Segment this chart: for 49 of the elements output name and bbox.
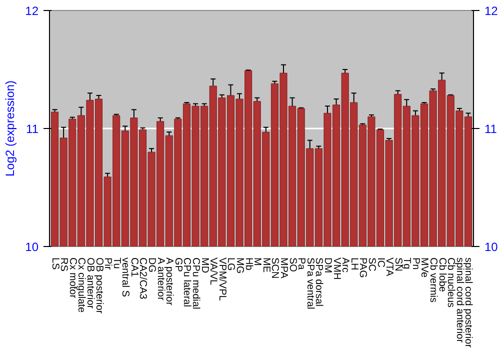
x-tick-label: RS: [58, 258, 70, 272]
x-tick-label: MD: [198, 258, 210, 274]
x-tick-label: VMH: [330, 258, 342, 280]
x-tick-label: Arc: [340, 258, 351, 272]
x-tick-label: CA1: [128, 258, 140, 278]
y2-tick-label: 11: [484, 122, 498, 136]
y2-tick-label: 10: [484, 240, 498, 254]
x-tick-label: DG: [146, 258, 158, 273]
x-tick-label: ME: [260, 258, 272, 273]
y-axis-title: Log2 (expression): [3, 80, 18, 177]
x-tick-label: VA/VL: [208, 258, 219, 286]
x-tick-label: SCN: [269, 258, 280, 279]
x-tick-label: CPu lateral: [181, 258, 192, 307]
x-tick-label: Pa: [296, 258, 307, 270]
x-tick-label: MVe: [418, 258, 430, 278]
x-tick-label: Pn: [410, 258, 421, 270]
x-tick-label: Cb vermis: [428, 258, 439, 303]
x-tick-label: SN: [392, 258, 404, 272]
x-tick-label: PAG: [357, 258, 368, 278]
y-tick-label: 11: [26, 122, 39, 136]
x-tick-label: LG: [225, 258, 236, 272]
x-tick-label: SC: [366, 258, 377, 272]
x-tick-label: LS: [49, 258, 60, 270]
x-tick-label: CA2/CA3: [137, 258, 148, 300]
x-tick-label: SPa dorsal: [313, 258, 324, 306]
x-tick-label: spinal cord posterior: [462, 258, 474, 348]
x-tick-label: Pir: [102, 258, 114, 270]
x-tick-label: CPu medial: [190, 258, 202, 310]
x-tick-label: Cx motor: [66, 258, 78, 299]
x-tick-label: MG: [234, 258, 246, 274]
x-tick-label: GP: [172, 258, 184, 272]
x-tick-label: IC: [374, 258, 386, 268]
x-tick-label: Tg: [401, 258, 412, 270]
x-tick-label: DM: [322, 258, 333, 274]
x-tick-label: SO: [286, 258, 298, 272]
x-tick-label: Hb: [242, 258, 254, 271]
x-tick-label: A anterior: [154, 258, 166, 301]
x-tick-label: MPA: [278, 258, 289, 279]
x-tick-label: VTA: [384, 258, 395, 277]
x-tick-label: LH: [348, 258, 360, 270]
y-tick-label: 12: [25, 4, 39, 18]
y2-tick-label: 12: [484, 4, 498, 18]
x-tick-label: Cx cingulate: [76, 258, 87, 313]
x-tick-label: SPa ventral: [304, 258, 316, 310]
x-tick-label: ventral S: [120, 258, 131, 298]
x-tick-label: A posterior: [164, 258, 175, 306]
x-tick-label: spinal cord anterior: [454, 258, 465, 344]
y-tick-label: 10: [25, 240, 39, 254]
x-tick-label: OB posterior: [93, 258, 104, 314]
